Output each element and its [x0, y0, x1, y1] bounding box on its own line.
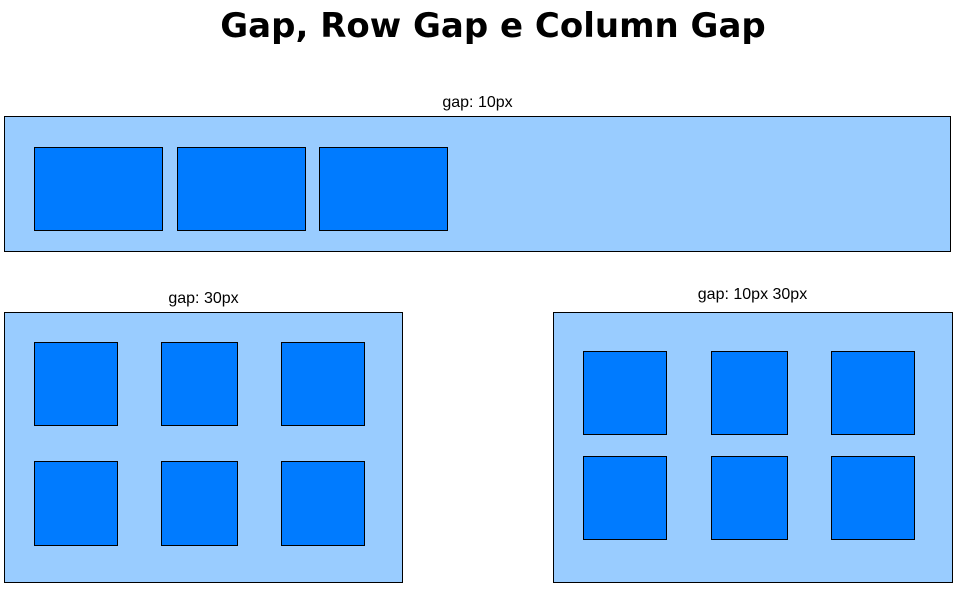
grid-item: [161, 461, 238, 546]
page-title: Gap, Row Gap e Column Gap: [220, 6, 766, 46]
flex-item: [177, 147, 306, 231]
grid-item: [34, 461, 118, 546]
grid-item: [281, 342, 365, 426]
example-label-gap-30: gap: 30px: [168, 290, 239, 307]
grid-item: [831, 456, 915, 540]
flex-item: [319, 147, 448, 231]
grid-item: [161, 342, 238, 426]
grid-item: [583, 456, 667, 540]
grid-item: [34, 342, 118, 426]
grid-item: [711, 351, 788, 435]
example-label-gap-10: gap: 10px: [442, 94, 513, 111]
flex-item: [34, 147, 163, 231]
example-label-gap-10-30: gap: 10px 30px: [697, 286, 808, 303]
grid-item: [711, 456, 788, 540]
grid-item: [583, 351, 667, 435]
grid-container-gap-10-30: [553, 312, 953, 583]
grid-item: [281, 461, 365, 546]
flex-container-gap-10: [4, 116, 951, 252]
grid-container-gap-30: [4, 312, 403, 583]
grid-item: [831, 351, 915, 435]
